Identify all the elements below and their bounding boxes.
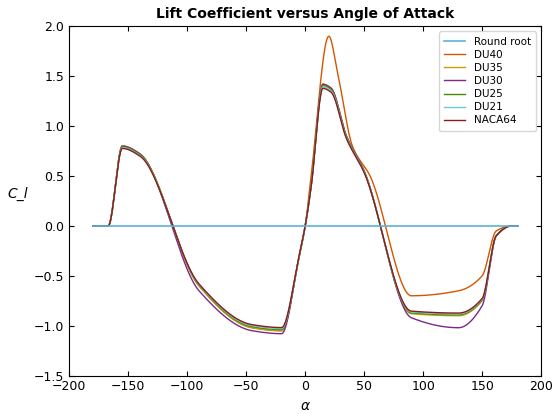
DU21 [514, 223, 521, 228]
DU21 [222, 308, 228, 313]
DU30 [90, 223, 96, 228]
DU25 [222, 310, 228, 315]
DU35 [116, 151, 123, 156]
NACA64 [320, 86, 326, 91]
DU40 [90, 223, 96, 228]
DU25 [320, 83, 326, 88]
Line: DU30: DU30 [93, 84, 517, 334]
Title: Lift Coefficient versus Angle of Attack: Lift Coefficient versus Angle of Attack [156, 7, 454, 21]
Line: DU35: DU35 [93, 84, 517, 331]
DU40 [278, 328, 285, 333]
NACA64 [140, 157, 147, 162]
Line: DU25: DU25 [93, 86, 517, 330]
DU35 [320, 81, 326, 87]
DU21 [320, 84, 326, 89]
DU21 [383, 247, 390, 252]
DU40 [140, 155, 147, 160]
DU40 [325, 34, 332, 39]
DU25 [116, 152, 123, 157]
DU30 [320, 81, 326, 87]
DU21 [418, 310, 424, 315]
DU30 [418, 319, 424, 324]
NACA64 [90, 223, 96, 228]
NACA64 [383, 247, 390, 252]
DU21 [140, 156, 147, 161]
DU40 [514, 223, 521, 228]
DU21 [116, 152, 123, 158]
DU25 [141, 156, 147, 161]
DU30 [222, 314, 228, 319]
DU25 [278, 327, 285, 332]
DU35 [140, 155, 147, 160]
Y-axis label: C_l: C_l [7, 187, 27, 201]
DU40 [141, 155, 147, 160]
Line: NACA64: NACA64 [93, 89, 517, 328]
NACA64 [278, 325, 285, 330]
DU30 [140, 155, 147, 160]
NACA64 [222, 307, 228, 312]
Legend: Round root, DU40, DU35, DU30, DU25, DU21, NACA64: Round root, DU40, DU35, DU30, DU25, DU21… [439, 32, 536, 131]
Line: DU21: DU21 [93, 87, 517, 328]
DU30 [514, 223, 521, 228]
NACA64 [514, 223, 521, 228]
DU25 [418, 311, 424, 316]
DU40 [383, 228, 390, 233]
DU25 [383, 248, 390, 253]
DU35 [514, 223, 521, 228]
DU35 [383, 248, 390, 253]
DU30 [116, 151, 123, 156]
DU40 [418, 293, 424, 298]
DU35 [418, 312, 424, 317]
DU30 [141, 155, 147, 160]
Line: DU40: DU40 [93, 36, 517, 331]
NACA64 [418, 309, 424, 314]
DU25 [514, 223, 521, 228]
DU35 [141, 155, 147, 160]
DU25 [90, 223, 96, 228]
DU35 [90, 223, 96, 228]
X-axis label: α: α [301, 399, 310, 413]
DU35 [222, 310, 228, 315]
DU21 [141, 157, 147, 162]
DU30 [278, 331, 285, 336]
NACA64 [116, 153, 123, 158]
DU40 [116, 151, 123, 156]
DU21 [278, 326, 285, 331]
DU30 [383, 248, 390, 253]
DU40 [222, 310, 228, 315]
DU21 [90, 223, 96, 228]
NACA64 [141, 157, 147, 162]
DU35 [278, 328, 285, 333]
DU25 [140, 155, 147, 160]
